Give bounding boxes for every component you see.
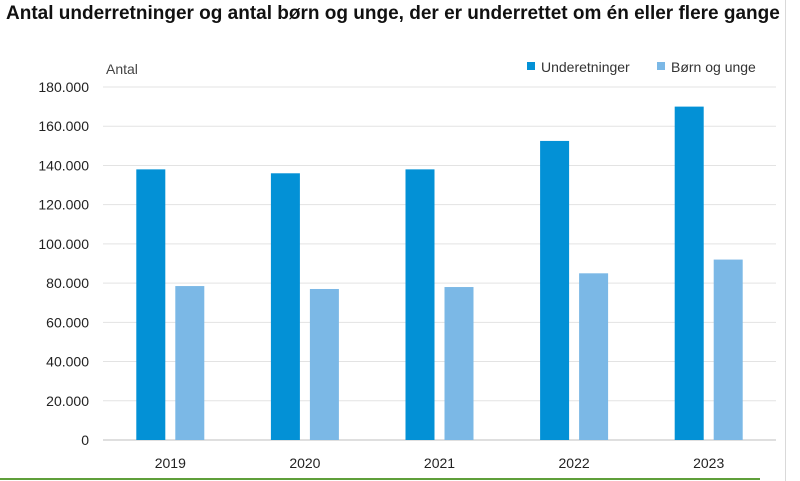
bar-underetninger-2023 [674,106,704,440]
frame-bottom-border [0,478,760,480]
frame-right-border [785,0,786,481]
y-axis-ticks: 0 20.000 40.000 60.000 80.000 100.000 120.000 1… [38,79,89,448]
bar-boern-og-unge-2021 [444,287,474,440]
legend: Underetninger Børn og unge [527,59,756,75]
y-tick-label: 120.000 [38,197,89,213]
x-tick-label: 2020 [289,455,320,471]
bar-underetninger-2019 [136,169,166,440]
x-axis-ticks: 2019 2020 2021 2022 2023 [155,455,725,471]
legend-label-underetninger: Underetninger [541,59,630,75]
legend-swatch-boern-og-unge [657,62,665,70]
y-tick-label: 140.000 [38,157,89,173]
y-tick-label: 100.000 [38,236,89,252]
x-tick-label: 2022 [559,455,590,471]
chart-title: Antal underretninger og antal børn og un… [6,3,780,24]
legend-label-boern-og-unge: Børn og unge [671,59,756,75]
y-tick-label: 80.000 [46,275,89,291]
bar-underetninger-2022 [540,140,570,441]
bar-boern-og-unge-2023 [713,259,743,440]
bars [136,106,743,441]
y-tick-label: 0 [81,432,89,448]
bar-boern-og-unge-2019 [175,286,205,440]
y-tick-label: 160.000 [38,118,89,134]
bar-boern-og-unge-2022 [579,273,609,440]
bar-boern-og-unge-2020 [309,288,339,440]
legend-swatch-underetninger [527,62,535,70]
y-axis-title: Antal [106,61,138,77]
x-tick-label: 2023 [693,455,724,471]
bar-underetninger-2020 [270,173,300,441]
y-tick-label: 60.000 [46,314,89,330]
y-tick-label: 20.000 [46,393,89,409]
x-tick-label: 2021 [424,455,455,471]
y-tick-label: 40.000 [46,354,89,370]
bar-underetninger-2021 [405,169,435,440]
y-tick-label: 180.000 [38,79,89,95]
x-tick-label: 2019 [155,455,186,471]
gridlines [103,86,776,441]
